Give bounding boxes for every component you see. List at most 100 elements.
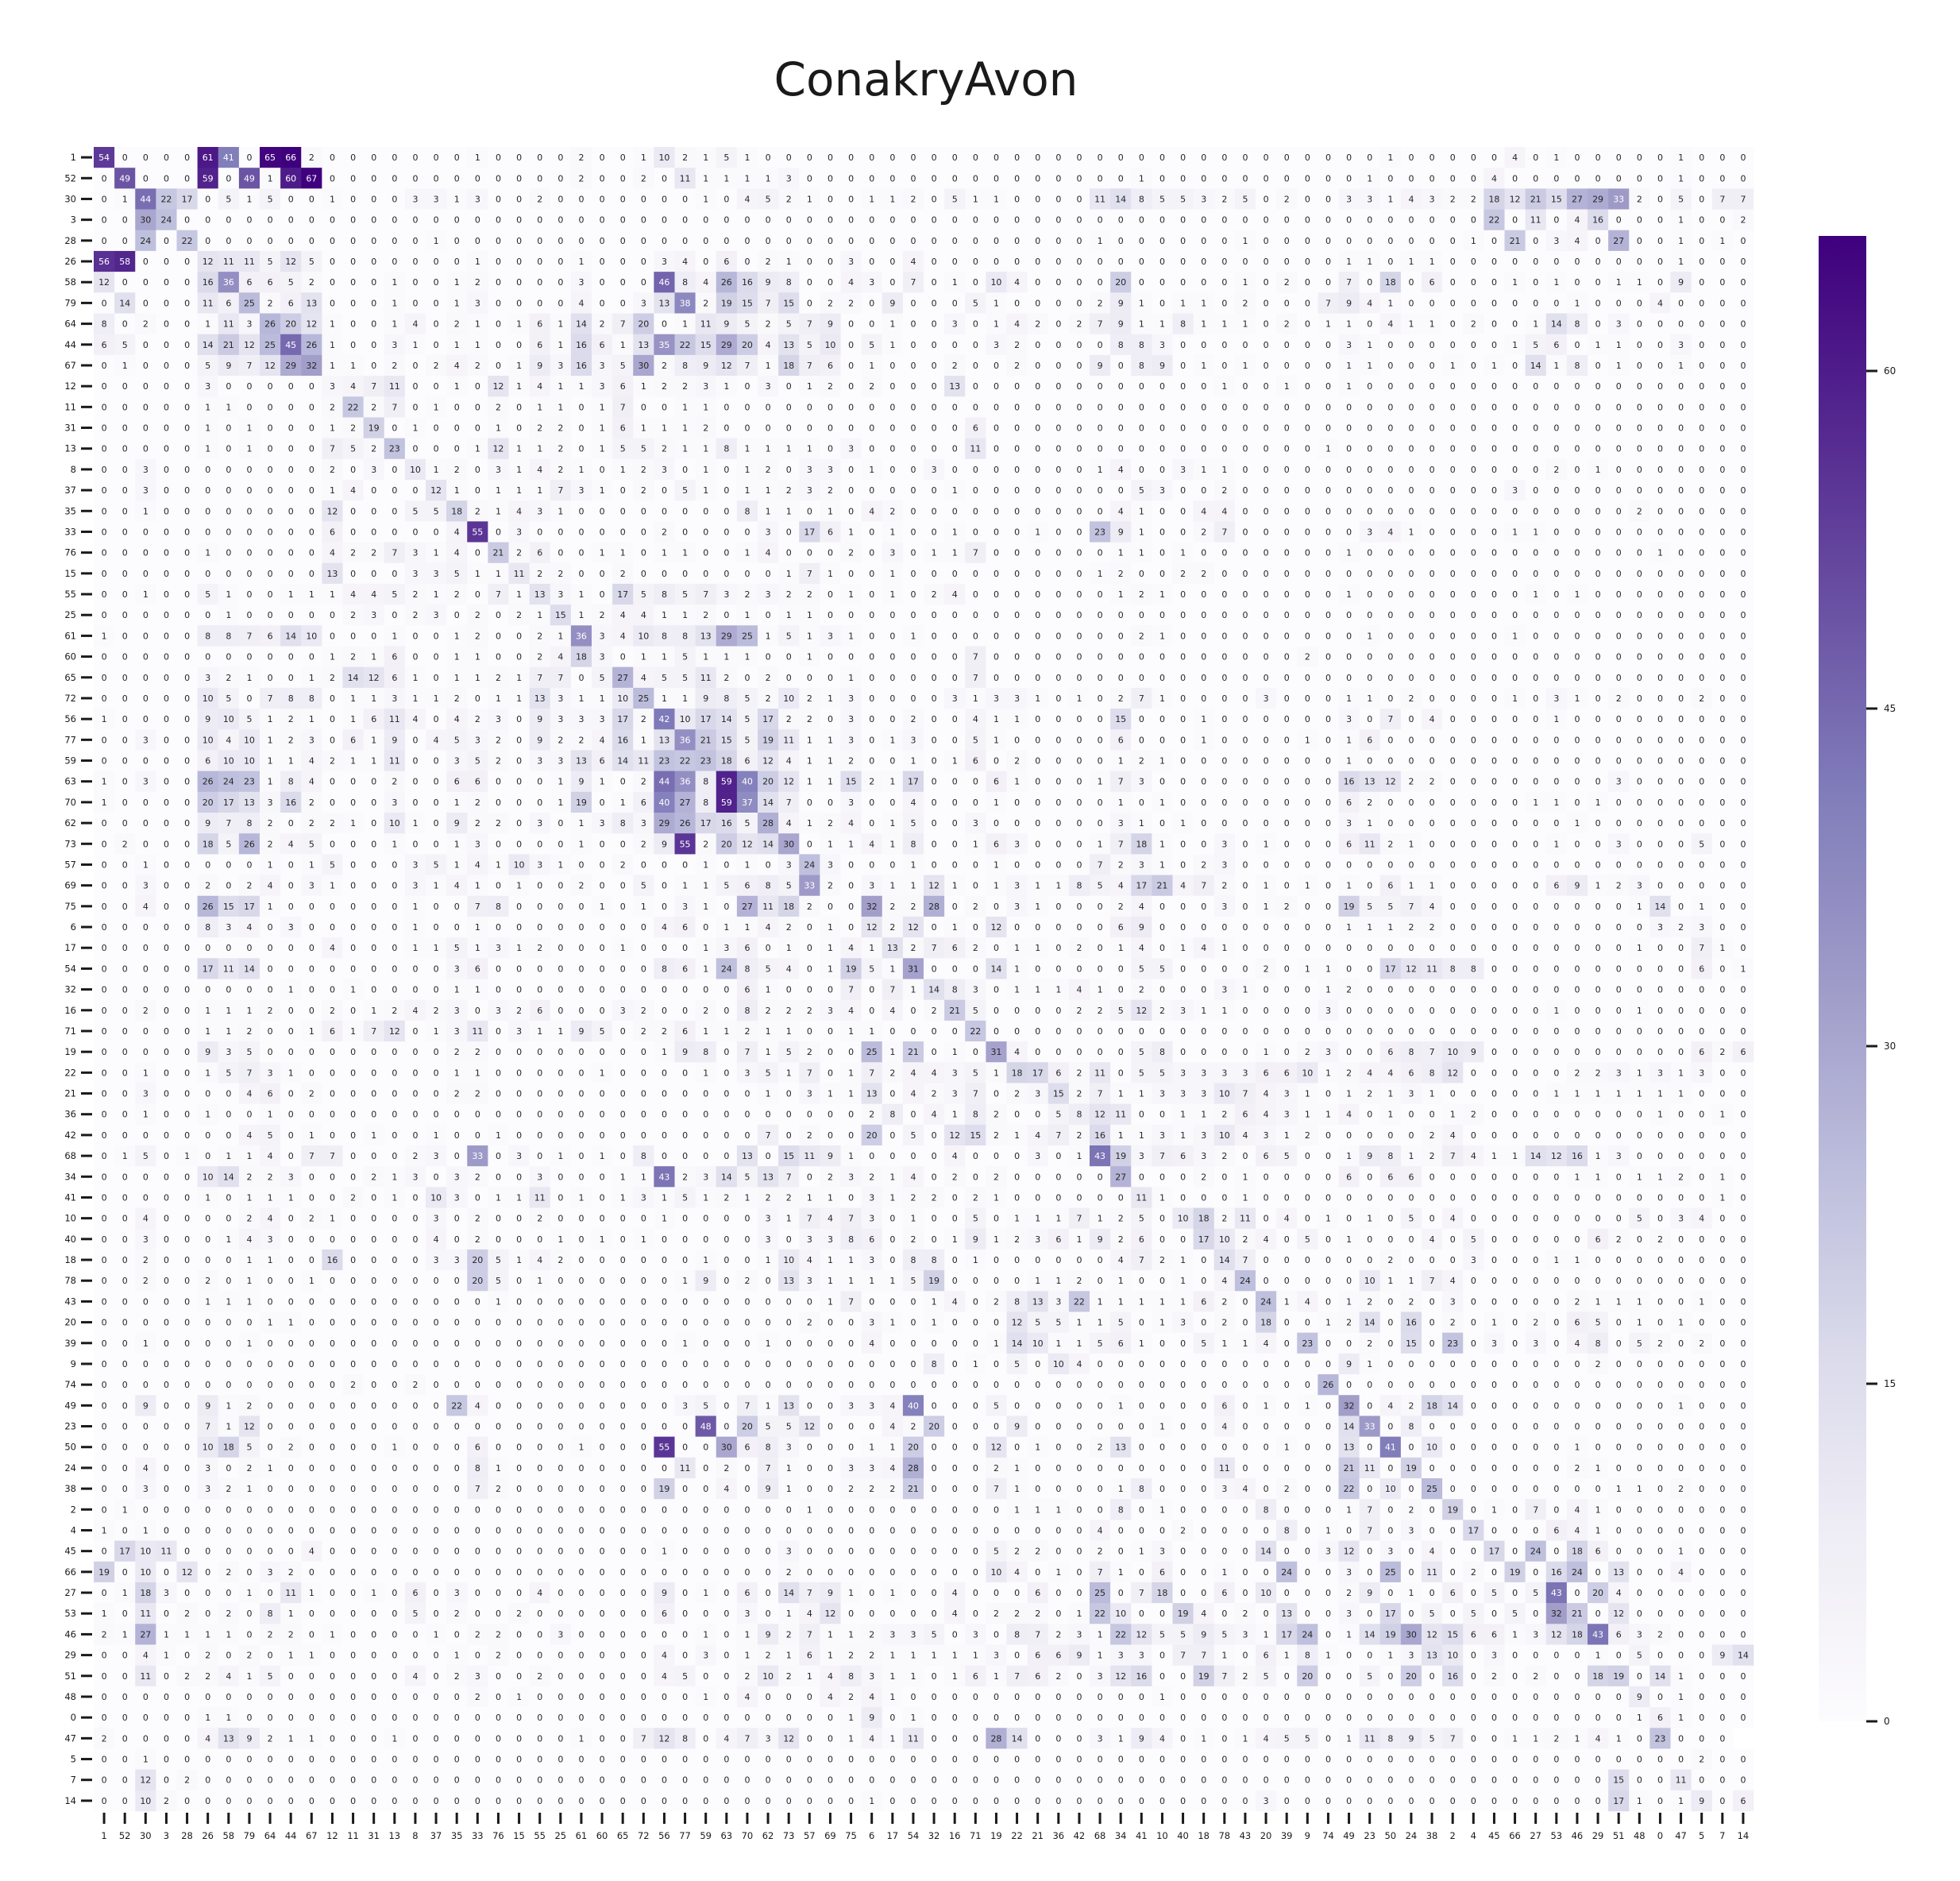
cell-value-label: 1 (1346, 257, 1352, 267)
cell-value-label: 0 (1098, 173, 1103, 183)
cell-value-label: 0 (1014, 153, 1020, 163)
cell-value-label: 0 (1076, 215, 1082, 226)
cell-value-label: 38 (680, 298, 691, 308)
cell-value-label: 2 (807, 714, 812, 724)
cell-value-label: 0 (1553, 756, 1559, 767)
cell-value-label: 0 (1014, 527, 1020, 537)
cell-value-label: 1 (516, 673, 522, 683)
cell-value-label: 0 (143, 402, 149, 412)
cell-value-label: 5 (869, 340, 874, 350)
cell-value-label: 0 (1242, 777, 1248, 787)
cell-value-label: 10 (990, 277, 1001, 288)
cell-value-label: 1 (392, 277, 397, 288)
cell-value-label: 0 (1408, 215, 1414, 226)
cell-value-label: 0 (869, 236, 874, 246)
cell-value-label: 16 (617, 735, 628, 745)
cell-value-label: 9 (1159, 361, 1165, 371)
cell-value-label: 0 (973, 589, 978, 600)
cell-value-label: 0 (1055, 631, 1061, 641)
cell-value-label: 0 (1284, 340, 1290, 350)
cell-value-label: 1 (371, 652, 376, 662)
cell-value-label: 0 (1450, 236, 1456, 246)
cell-value-label: 0 (889, 402, 895, 412)
cell-value-label: 0 (1325, 485, 1331, 496)
cell-value-label: 0 (1533, 735, 1538, 745)
cell-value-label: 0 (662, 173, 667, 183)
cell-value-label: 0 (1657, 340, 1663, 350)
cell-value-label: 0 (537, 153, 542, 163)
cell-value-label: 5 (246, 714, 252, 724)
cell-value-label: 1 (475, 569, 480, 579)
cell-value-label: 0 (1035, 173, 1040, 183)
cell-value-label: 0 (932, 257, 937, 267)
cell-value-label: 0 (392, 485, 397, 496)
cell-value-label: 0 (1035, 589, 1040, 600)
cell-value-label: 0 (1055, 673, 1061, 683)
cell-value-label: 6 (454, 777, 460, 787)
cell-value-label: 0 (122, 485, 128, 496)
cell-value-label: 2 (330, 402, 335, 412)
cell-value-label: 0 (1637, 257, 1642, 267)
cell-value-label: 5 (682, 485, 688, 496)
cell-value-label: 0 (1574, 714, 1580, 724)
cell-value-label: 0 (994, 527, 999, 537)
cell-value-label: 0 (869, 548, 874, 558)
cell-value-label: 0 (1533, 465, 1538, 475)
cell-value-label: 0 (1325, 589, 1331, 600)
cell-value-label: 1 (807, 194, 812, 204)
cell-value-label: 0 (268, 589, 273, 600)
cell-value-label: 1 (558, 631, 563, 641)
cell-value-label: 1 (246, 444, 252, 454)
cell-value-label: 1 (744, 153, 750, 163)
cell-value-label: 1 (1221, 465, 1227, 475)
cell-value-label: 0 (1325, 340, 1331, 350)
cell-value-label: 0 (1055, 548, 1061, 558)
cell-value-label: 0 (1699, 444, 1704, 454)
cell-value-label: 1 (869, 194, 874, 204)
cell-value-label: 1 (1139, 173, 1144, 183)
cell-value-label: 0 (392, 236, 397, 246)
cell-value-label: 0 (122, 714, 128, 724)
cell-value-label: 0 (558, 548, 563, 558)
cell-value-label: 0 (1699, 777, 1704, 787)
cell-value-label: 0 (1098, 714, 1103, 724)
cell-value-label: 0 (869, 319, 874, 330)
cell-value-label: 2 (682, 381, 688, 392)
cell-value-label: 0 (371, 298, 376, 308)
cell-value-label: 6 (1429, 277, 1435, 288)
cell-value-label: 0 (1305, 257, 1310, 267)
cell-value-label: 0 (1657, 361, 1663, 371)
cell-value-label: 0 (1553, 423, 1559, 434)
cell-value-label: 0 (600, 215, 605, 226)
cell-value-label: 0 (1450, 298, 1456, 308)
cell-value-label: 0 (1699, 714, 1704, 724)
cell-value-label: 1 (723, 652, 729, 662)
cell-value-label: 0 (952, 153, 958, 163)
cell-value-label: 0 (1180, 402, 1186, 412)
cell-value-label: 5 (641, 444, 646, 454)
cell-value-label: 0 (1346, 652, 1352, 662)
cell-value-label: 0 (600, 527, 605, 537)
cell-value-label: 0 (1471, 548, 1476, 558)
cell-value-label: 0 (246, 153, 252, 163)
cell-value-label: 0 (1719, 381, 1725, 392)
cell-value-label: 65 (264, 153, 276, 163)
cell-value-label: 4 (869, 506, 874, 516)
cell-value-label: 0 (973, 569, 978, 579)
cell-value-label: 0 (1055, 485, 1061, 496)
cell-value-label: 1 (330, 485, 335, 496)
cell-value-label: 4 (1574, 236, 1580, 246)
cell-value-label: 3 (205, 381, 210, 392)
cell-value-label: 0 (1367, 756, 1372, 767)
cell-value-label: 3 (703, 381, 708, 392)
cell-value-label: 0 (828, 652, 833, 662)
cell-value-label: 0 (1305, 548, 1310, 558)
cell-value-label: 0 (932, 340, 937, 350)
cell-value-label: 0 (1284, 527, 1290, 537)
cell-value-label: 4 (558, 652, 563, 662)
cell-value-label: 0 (1512, 465, 1518, 475)
cell-value-label: 0 (889, 652, 895, 662)
cell-value-label: 0 (1264, 777, 1269, 787)
cell-value-label: 0 (226, 444, 231, 454)
cell-value-label: 0 (1325, 569, 1331, 579)
